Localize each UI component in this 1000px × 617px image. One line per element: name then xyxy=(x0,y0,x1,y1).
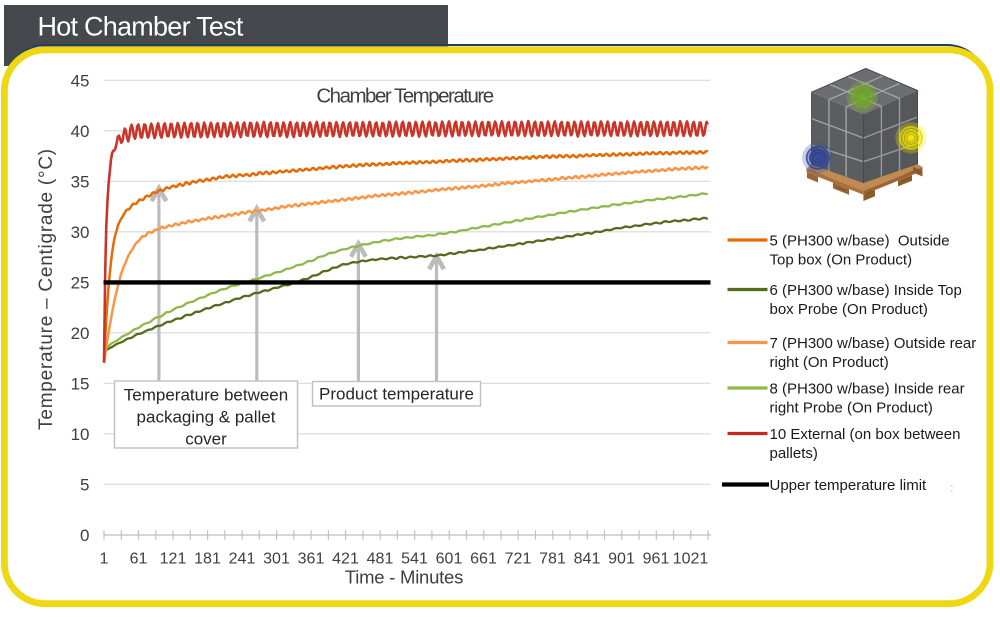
svg-text:61: 61 xyxy=(130,551,148,568)
svg-text:30: 30 xyxy=(71,223,90,242)
svg-text:packaging & pallet: packaging & pallet xyxy=(137,408,276,427)
svg-text:15: 15 xyxy=(71,374,90,393)
svg-text:cover: cover xyxy=(185,430,227,449)
svg-text:721: 721 xyxy=(505,551,532,568)
svg-text::: : xyxy=(950,480,954,495)
svg-text:901: 901 xyxy=(608,551,635,568)
svg-text:7 (PH300 w/base) Outside rear: 7 (PH300 w/base) Outside rear xyxy=(770,335,977,352)
svg-text:10: 10 xyxy=(71,425,90,444)
svg-text:241: 241 xyxy=(229,551,256,568)
svg-text:421: 421 xyxy=(332,551,359,568)
svg-text:Top box (On Product): Top box (On Product) xyxy=(770,251,913,268)
svg-text:8 (PH300 w/base) Inside rear: 8 (PH300 w/base) Inside rear xyxy=(770,380,965,397)
svg-text:40: 40 xyxy=(71,122,90,141)
svg-text:6 (PH300 w/base) Inside Top: 6 (PH300 w/base) Inside Top xyxy=(770,282,962,299)
svg-text:right (On Product): right (On Product) xyxy=(770,354,889,371)
svg-text:781: 781 xyxy=(539,551,566,568)
svg-text:841: 841 xyxy=(574,551,601,568)
svg-text:35: 35 xyxy=(71,172,90,191)
svg-text:601: 601 xyxy=(436,551,463,568)
svg-text:right Probe (On Product): right Probe (On Product) xyxy=(770,399,933,416)
svg-text:20: 20 xyxy=(71,324,90,343)
svg-text:Hot Chamber Test: Hot Chamber Test xyxy=(38,12,244,42)
svg-text:10 External (on box between: 10 External (on box between xyxy=(770,426,961,443)
svg-text:Temperature – Centigrade (°C): Temperature – Centigrade (°C) xyxy=(36,148,57,430)
svg-text:0: 0 xyxy=(80,526,89,545)
svg-text:Chamber Temperature: Chamber Temperature xyxy=(316,84,493,107)
svg-text:661: 661 xyxy=(470,551,497,568)
svg-text:5 (PH300 w/base) Outside: 5 (PH300 w/base) Outside xyxy=(770,232,950,249)
svg-text:5: 5 xyxy=(80,475,89,494)
svg-text:Temperature between: Temperature between xyxy=(124,386,288,405)
svg-text:Time - Minutes: Time - Minutes xyxy=(345,567,463,588)
svg-text:25: 25 xyxy=(71,273,90,292)
svg-text:1021: 1021 xyxy=(673,551,709,568)
svg-text:961: 961 xyxy=(643,551,670,568)
svg-text:45: 45 xyxy=(71,71,90,90)
svg-text:481: 481 xyxy=(367,551,394,568)
svg-text:301: 301 xyxy=(263,551,290,568)
svg-text:541: 541 xyxy=(401,551,428,568)
svg-text:1: 1 xyxy=(100,551,109,568)
svg-text:121: 121 xyxy=(160,551,187,568)
svg-text:181: 181 xyxy=(194,551,221,568)
svg-text:pallets): pallets) xyxy=(770,445,818,462)
svg-text:box Probe (On Product): box Probe (On Product) xyxy=(770,301,928,318)
svg-text:Product temperature: Product temperature xyxy=(319,385,474,404)
svg-text:361: 361 xyxy=(298,551,325,568)
svg-text:Upper temperature limit: Upper temperature limit xyxy=(770,477,928,494)
